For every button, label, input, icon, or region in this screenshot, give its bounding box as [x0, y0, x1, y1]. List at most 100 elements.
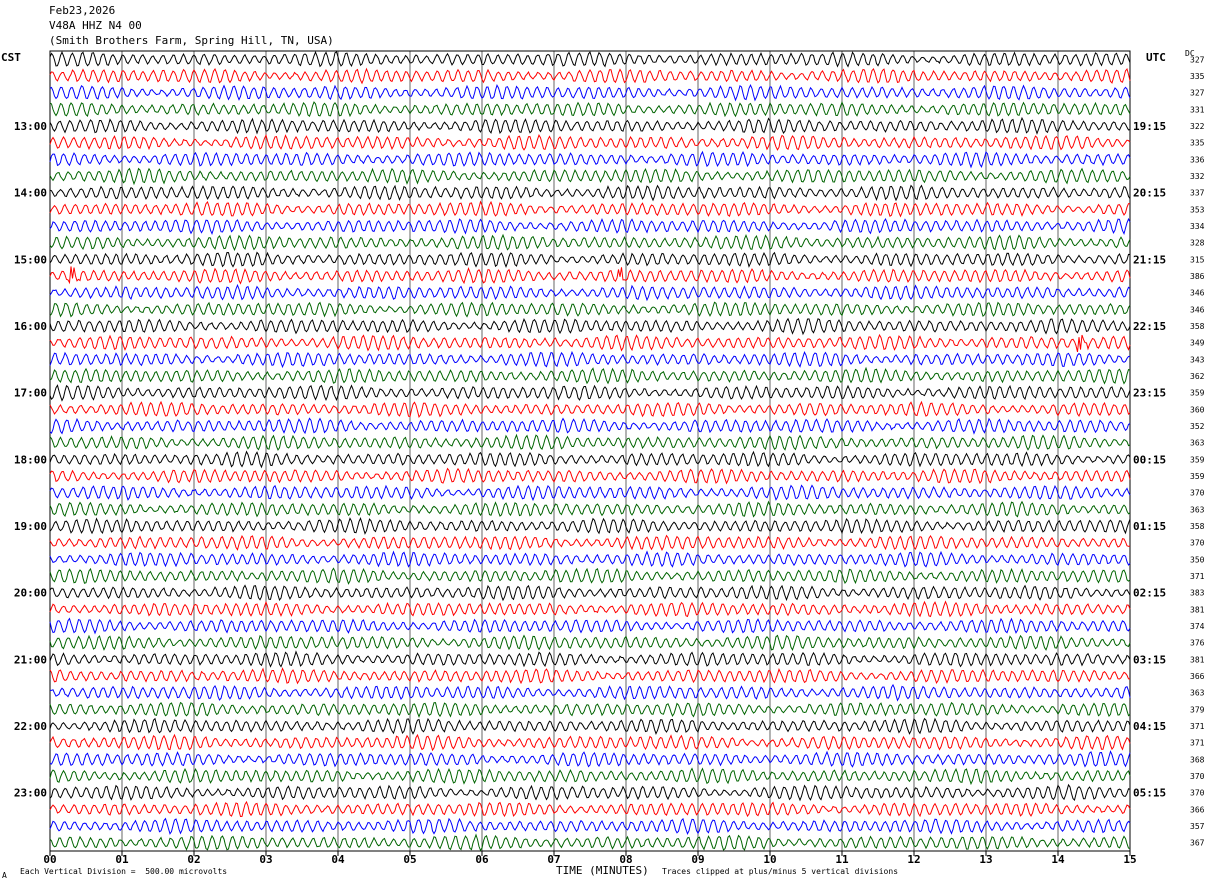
dc-offset-label: 337 [1190, 189, 1205, 198]
seismogram-trace [49, 350, 1131, 369]
dc-offset-label: 360 [1190, 405, 1205, 414]
dc-offset-label: 376 [1190, 639, 1205, 648]
seismogram-trace [49, 116, 1131, 135]
seismogram-trace [49, 450, 1131, 469]
dc-offset-label: 363 [1190, 505, 1205, 514]
seismogram-trace [49, 167, 1131, 186]
dc-offset-label: 370 [1190, 772, 1205, 781]
right-timezone-label: UTC [1146, 51, 1166, 64]
dc-offset-label: 328 [1190, 239, 1205, 248]
seismogram-trace [49, 184, 1131, 202]
cst-hour-label: 22:00 [14, 720, 47, 733]
dc-offset-label: 358 [1190, 322, 1205, 331]
utc-hour-label: 23:15 [1133, 387, 1166, 400]
dc-offset-label: 371 [1190, 722, 1205, 731]
dc-offset-label: 368 [1190, 755, 1205, 764]
seismogram-trace [49, 266, 1131, 285]
x-tick-label: 07 [547, 853, 560, 866]
dc-offset-label: 331 [1190, 105, 1205, 114]
dc-offset-label: 327 [1190, 89, 1205, 98]
seismogram-trace [49, 550, 1131, 568]
header-date: Feb23,2026 [49, 4, 116, 17]
x-tick-label: 12 [907, 853, 920, 866]
seismogram-trace [49, 366, 1131, 385]
dc-offset-label: 315 [1190, 255, 1205, 264]
seismogram-trace [49, 67, 1131, 85]
dc-offset-label: 322 [1190, 122, 1205, 131]
seismogram-trace [49, 500, 1131, 518]
x-tick-label: 05 [403, 853, 416, 866]
x-tick-label: 15 [1123, 853, 1136, 866]
header-station: V48A HHZ N4 00 [49, 19, 142, 32]
seismogram-trace [49, 833, 1131, 852]
x-tick-label: 00 [43, 853, 56, 866]
seismogram-trace [49, 567, 1131, 585]
seismogram-trace [49, 301, 1131, 318]
vertical-division-note: Each Vertical Division = 500.00 microvol… [20, 867, 228, 876]
x-tick-label: 10 [763, 853, 776, 866]
x-tick-label: 01 [115, 853, 129, 866]
x-axis-title: TIME (MINUTES) [556, 864, 649, 877]
cst-hour-label: 23:00 [14, 787, 47, 800]
dc-offset-label: 379 [1190, 705, 1205, 714]
seismogram-trace [49, 634, 1131, 651]
seismogram-trace [49, 433, 1131, 451]
utc-hour-label: 02:15 [1133, 587, 1166, 600]
dc-offset-label: 381 [1190, 655, 1205, 664]
seismogram-trace [49, 317, 1131, 336]
dc-label: DC [1185, 49, 1195, 58]
dc-offset-label: 336 [1190, 155, 1205, 164]
seismogram-trace [49, 667, 1131, 685]
dc-offset-label: 383 [1190, 589, 1205, 598]
seismogram-trace [49, 617, 1131, 635]
x-tick-label: 04 [331, 853, 345, 866]
x-tick-label: 06 [475, 853, 489, 866]
dc-offset-label: 366 [1190, 805, 1205, 814]
dc-offset-label: 359 [1190, 472, 1205, 481]
cst-hour-label: 14:00 [14, 187, 47, 200]
dc-offset-label: 353 [1190, 205, 1205, 214]
cst-hour-label: 15:00 [14, 253, 47, 266]
corner-mark: A [2, 871, 7, 880]
dc-offset-label: 362 [1190, 372, 1205, 381]
dc-offset-label: 366 [1190, 672, 1205, 681]
dc-offset-label: 343 [1190, 355, 1205, 364]
seismogram-trace [49, 467, 1131, 485]
seismogram-trace [49, 417, 1131, 435]
seismogram-trace [49, 733, 1131, 752]
dc-offset-label: 327 [1190, 55, 1205, 64]
x-tick-label: 11 [835, 853, 849, 866]
utc-hour-label: 04:15 [1133, 720, 1166, 733]
seismogram-trace [49, 217, 1131, 235]
dc-offset-label: 358 [1190, 522, 1205, 531]
seismogram-trace [49, 717, 1131, 736]
dc-offset-label: 359 [1190, 455, 1205, 464]
utc-hour-label: 00:15 [1133, 453, 1166, 466]
left-timezone-label: CST [1, 51, 21, 64]
utc-hour-label: 19:15 [1133, 120, 1166, 133]
seismogram-trace [49, 233, 1131, 252]
utc-hour-label: 01:15 [1133, 520, 1166, 533]
x-tick-label: 14 [1051, 853, 1065, 866]
seismogram-trace [49, 283, 1131, 302]
x-tick-label: 08 [619, 853, 632, 866]
x-tick-label: 02 [187, 853, 200, 866]
dc-offset-label: 346 [1190, 305, 1205, 314]
dc-offset-label: 363 [1190, 439, 1205, 448]
seismogram-trace [49, 200, 1131, 218]
seismogram-trace [50, 683, 1131, 702]
x-tick-label: 09 [691, 853, 704, 866]
seismogram-trace [49, 750, 1131, 768]
cst-hour-label: 20:00 [14, 587, 47, 600]
seismogram-trace [49, 584, 1131, 602]
seismogram-trace [49, 333, 1131, 353]
utc-hour-label: 20:15 [1133, 187, 1166, 200]
seismogram-trace [49, 534, 1131, 551]
cst-hour-label: 13:00 [14, 120, 47, 133]
dc-offset-label: 370 [1190, 789, 1205, 798]
dc-offset-label: 374 [1190, 622, 1205, 631]
utc-hour-label: 22:15 [1133, 320, 1166, 333]
dc-offset-label: 335 [1190, 72, 1205, 81]
dc-offset-label: 357 [1190, 822, 1205, 831]
